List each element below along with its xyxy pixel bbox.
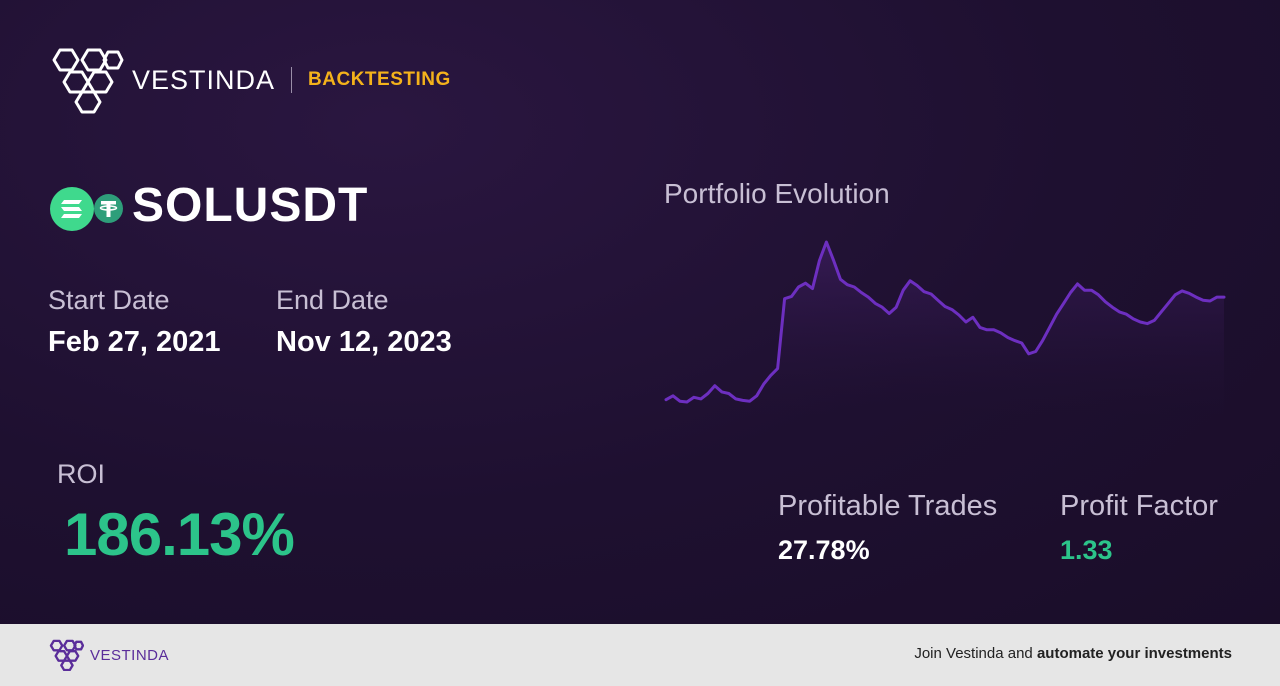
- profit-factor-label: Profit Factor: [1060, 490, 1218, 522]
- roi-value: 186.13%: [64, 501, 295, 568]
- start-date-block: Start Date Feb 27, 2021: [48, 285, 221, 359]
- footer-bar: VESTINDA Join Vestinda and automate your…: [0, 624, 1280, 686]
- profit-factor-block: Profit Factor 1.33: [1060, 490, 1218, 566]
- end-date-value: Nov 12, 2023: [276, 326, 452, 358]
- chart-title: Portfolio Evolution: [664, 178, 890, 209]
- hexagon-cluster-icon: [52, 48, 124, 114]
- cta-prefix: Join Vestinda and: [914, 645, 1037, 662]
- brand-header: VESTINDA BACKTESTING: [48, 46, 451, 114]
- profitable-trades-label: Profitable Trades: [778, 490, 998, 522]
- solana-coin-icon: [50, 186, 94, 231]
- tether-coin-icon: [94, 193, 123, 223]
- trading-pair: SOLUSDT: [50, 178, 368, 233]
- roi-label: ROI: [57, 459, 106, 489]
- hexagon-cluster-icon: [49, 639, 84, 671]
- brand-divider: [291, 67, 293, 93]
- end-date-label: End Date: [276, 285, 389, 315]
- pair-symbol: SOLUSDT: [132, 179, 369, 232]
- end-date-block: End Date Nov 12, 2023: [276, 285, 452, 359]
- chart-series-line: [664, 240, 1226, 404]
- profitable-trades-block: Profitable Trades 27.78%: [778, 490, 997, 566]
- profit-factor-value: 1.33: [1060, 535, 1113, 565]
- pair-icons: [50, 181, 124, 231]
- footer-brand-name: VESTINDA: [90, 646, 170, 664]
- chart-area: [666, 242, 1224, 416]
- start-date-label: Start Date: [48, 285, 170, 315]
- backtest-card: VESTINDA BACKTESTING: [0, 0, 1280, 624]
- profitable-trades-value: 27.78%: [778, 535, 870, 565]
- brand-name: VESTINDA: [132, 64, 276, 95]
- portfolio-chart: [664, 240, 1226, 416]
- product-label: BACKTESTING: [308, 69, 451, 90]
- cta-bold: automate your investments: [1036, 645, 1232, 662]
- start-date-value: Feb 27, 2021: [48, 326, 221, 358]
- join-cta-link[interactable]: Join Vestinda and automate your investme…: [914, 645, 1232, 662]
